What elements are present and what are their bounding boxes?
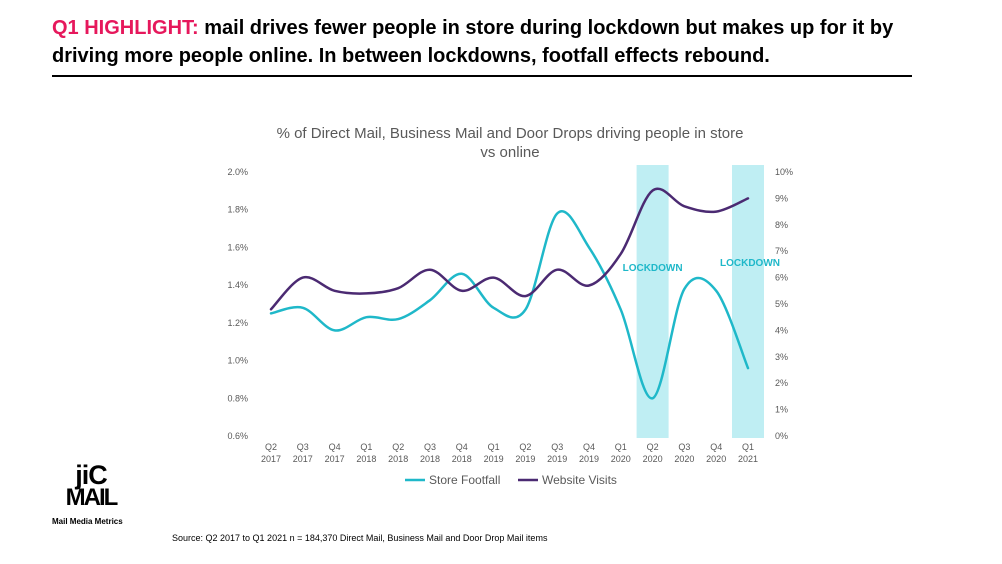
y-right-tick-label: 7%: [775, 246, 788, 256]
headline-highlight: Q1 HIGHLIGHT:: [52, 17, 199, 39]
y-right-tick-label: 2%: [775, 378, 788, 388]
headline: Q1 HIGHLIGHT: mail drives fewer people i…: [52, 14, 932, 70]
headline-divider: [52, 75, 912, 77]
logo-line-2: MAIL: [65, 484, 119, 511]
x-tick-label-year: 2018: [388, 454, 408, 464]
x-tick-label-quarter: Q3: [424, 442, 436, 452]
x-tick-label-year: 2020: [611, 454, 631, 464]
y-right-tick-label: 4%: [775, 325, 788, 335]
x-tick-label-year: 2020: [706, 454, 726, 464]
y-left-tick-label: 0.6%: [227, 431, 248, 441]
x-tick-label-quarter: Q1: [742, 442, 754, 452]
y-right-tick-label: 8%: [775, 220, 788, 230]
x-tick-label-year: 2017: [325, 454, 345, 464]
jicmail-logo: jiC MAIL: [60, 460, 122, 511]
x-tick-label-quarter: Q2: [519, 442, 531, 452]
x-tick-label-quarter: Q3: [297, 442, 309, 452]
headline-text: mail drives fewer people in store during…: [52, 17, 894, 67]
y-right-tick-label: 0%: [775, 431, 788, 441]
y-left-tick-label: 1.0%: [227, 356, 248, 366]
x-tick-label-year: 2020: [674, 454, 694, 464]
x-tick-label-quarter: Q1: [615, 442, 627, 452]
x-tick-label-year: 2018: [452, 454, 472, 464]
x-tick-label-quarter: Q4: [583, 442, 595, 452]
logo-tagline: Mail Media Metrics: [52, 517, 123, 526]
x-tick-label-year: 2017: [261, 454, 281, 464]
x-tick-label-quarter: Q3: [678, 442, 690, 452]
x-tick-label-year: 2018: [420, 454, 440, 464]
x-tick-label-quarter: Q4: [456, 442, 468, 452]
x-tick-label-year: 2019: [547, 454, 567, 464]
chart-title: % of Direct Mail, Business Mail and Door…: [260, 124, 760, 162]
y-left-tick-label: 0.8%: [227, 393, 248, 403]
x-tick-label-year: 2019: [579, 454, 599, 464]
x-tick-label-year: 2018: [356, 454, 376, 464]
legend-label-website-visits: Website Visits: [542, 473, 617, 487]
x-tick-label-quarter: Q2: [392, 442, 404, 452]
y-right-tick-label: 9%: [775, 193, 788, 203]
x-tick-label-quarter: Q1: [488, 442, 500, 452]
chart-title-line-2: vs online: [480, 144, 540, 161]
lockdown-band: [636, 165, 669, 438]
store-footfall-line: [269, 210, 750, 400]
y-right-tick-label: 1%: [775, 405, 788, 415]
x-tick-label-quarter: Q4: [329, 442, 341, 452]
y-right-tick-label: 6%: [775, 273, 788, 283]
y-right-tick-label: 3%: [775, 352, 788, 362]
logo-line-1: jiC: [75, 460, 108, 490]
x-tick-label-year: 2017: [293, 454, 313, 464]
x-tick-label-quarter: Q3: [551, 442, 563, 452]
y-right-tick-label: 10%: [775, 167, 793, 177]
website-visits-line: [269, 187, 750, 311]
chart-title-line-1: % of Direct Mail, Business Mail and Door…: [276, 125, 744, 142]
legend-label-store-footfall: Store Footfall: [429, 473, 500, 487]
x-tick-label-quarter: Q1: [360, 442, 372, 452]
y-left-tick-label: 2.0%: [227, 167, 248, 177]
y-left-tick-label: 1.6%: [227, 242, 248, 252]
lockdown-band: [732, 165, 764, 438]
x-tick-label-quarter: Q2: [647, 442, 659, 452]
x-tick-label-quarter: Q2: [265, 442, 277, 452]
y-left-tick-label: 1.8%: [227, 205, 248, 215]
x-tick-label-year: 2019: [484, 454, 504, 464]
y-left-tick-label: 1.4%: [227, 280, 248, 290]
x-tick-label-quarter: Q4: [710, 442, 722, 452]
source-note: Source: Q2 2017 to Q1 2021 n = 184,370 D…: [172, 533, 548, 543]
x-tick-label-year: 2021: [738, 454, 758, 464]
y-right-tick-label: 5%: [775, 299, 788, 309]
x-tick-label-year: 2019: [515, 454, 535, 464]
x-tick-label-year: 2020: [643, 454, 663, 464]
lockdown-label: LOCKDOWN: [720, 258, 780, 269]
y-left-tick-label: 1.2%: [227, 318, 248, 328]
lockdown-label: LOCKDOWN: [623, 263, 683, 274]
